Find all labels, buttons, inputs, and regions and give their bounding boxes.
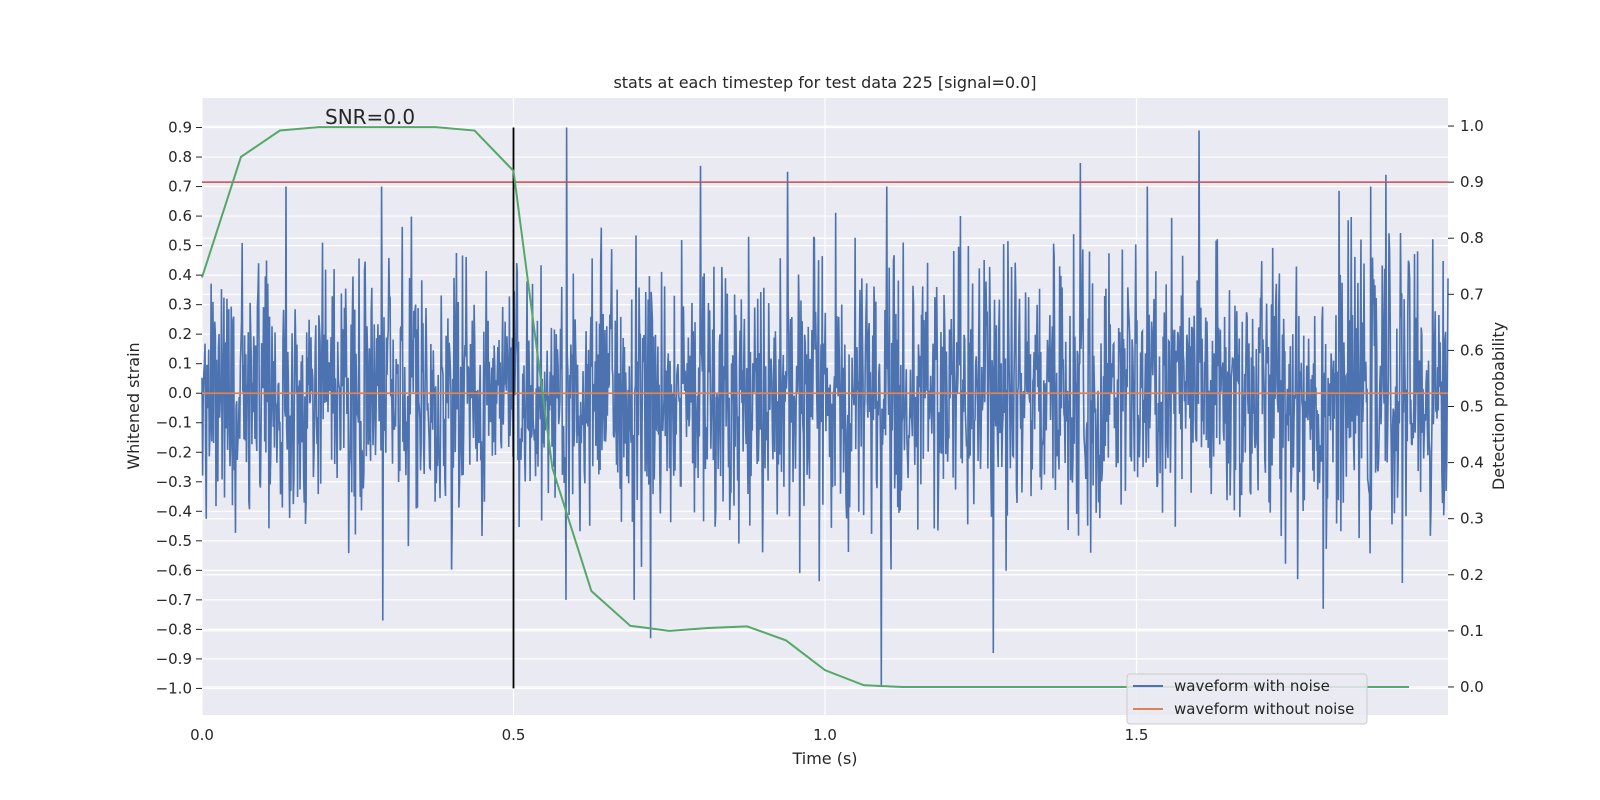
y-axis-label-left: Whitened strain (124, 342, 143, 469)
tick-labels: 0.9 0.8 0.7 0.6 0.5 0.4 0.3 0.2 0.1 0.0 −0.1 −0.2 −0… (156, 117, 1484, 744)
y-right-tick-label: 0.9 (1460, 173, 1484, 191)
y-right-tick-label: 0.4 (1460, 454, 1484, 472)
legend-label-clean: waveform without noise (1174, 700, 1354, 718)
y-left-tick-label: −0.4 (156, 502, 192, 520)
y-right-tick-label: 0.2 (1460, 566, 1484, 584)
y-left-tick-label: 0.0 (168, 384, 192, 402)
y-right-tick-label: 1.0 (1460, 117, 1484, 135)
chart-title: stats at each timestep for test data 225… (613, 73, 1036, 92)
y-right-tick-label: 0.7 (1460, 285, 1484, 303)
snr-annotation: SNR=0.0 (325, 105, 415, 129)
y-right-tick-label: 0.3 (1460, 510, 1484, 528)
y-left-tick-label: −0.2 (156, 443, 192, 461)
y-left-tick-label: 0.8 (168, 148, 192, 166)
y-left-tick-label: 0.5 (168, 237, 192, 255)
y-left-tick-label: 0.2 (168, 325, 192, 343)
y-left-tick-label: 0.4 (168, 266, 192, 284)
y-right-tick-label: 0.6 (1460, 341, 1484, 359)
y-right-tick-label: 0.0 (1460, 678, 1484, 696)
y-left-tick-label: −1.0 (156, 679, 192, 697)
x-tick-label: 0.5 (502, 726, 526, 744)
y-left-tick-label: 0.7 (168, 178, 192, 196)
y-axis-label-right: Detection probability (1489, 322, 1508, 490)
series-line-waveform-with-noise (201, 127, 1449, 686)
y-left-tick-label: −0.8 (156, 620, 192, 638)
y-right-tick-label: 0.8 (1460, 229, 1484, 247)
y-left-tick-label: −0.5 (156, 532, 192, 550)
x-axis-label: Time (s) (791, 749, 857, 768)
legend: waveform with noise waveform without noi… (1126, 673, 1368, 725)
y-left-tick-label: 0.6 (168, 207, 192, 225)
y-right-tick-label: 0.1 (1460, 622, 1484, 640)
y-left-tick-label: 0.3 (168, 296, 192, 314)
y-left-tick-label: −0.7 (156, 591, 192, 609)
x-tick-label: 1.5 (1125, 726, 1149, 744)
x-tick-label: 1.0 (813, 726, 837, 744)
legend-label-noise: waveform with noise (1174, 677, 1330, 695)
y-right-tick-label: 0.5 (1460, 398, 1484, 416)
y-left-tick-label: −0.3 (156, 473, 192, 491)
y-left-tick-label: −0.6 (156, 561, 192, 579)
x-tick-label: 0.0 (190, 726, 214, 744)
y-left-tick-label: −0.9 (156, 650, 192, 668)
legend-box (1126, 673, 1368, 725)
y-left-tick-label: −0.1 (156, 414, 192, 432)
y-left-tick-label: 0.1 (168, 355, 192, 373)
y-left-tick-label: 0.9 (168, 119, 192, 137)
